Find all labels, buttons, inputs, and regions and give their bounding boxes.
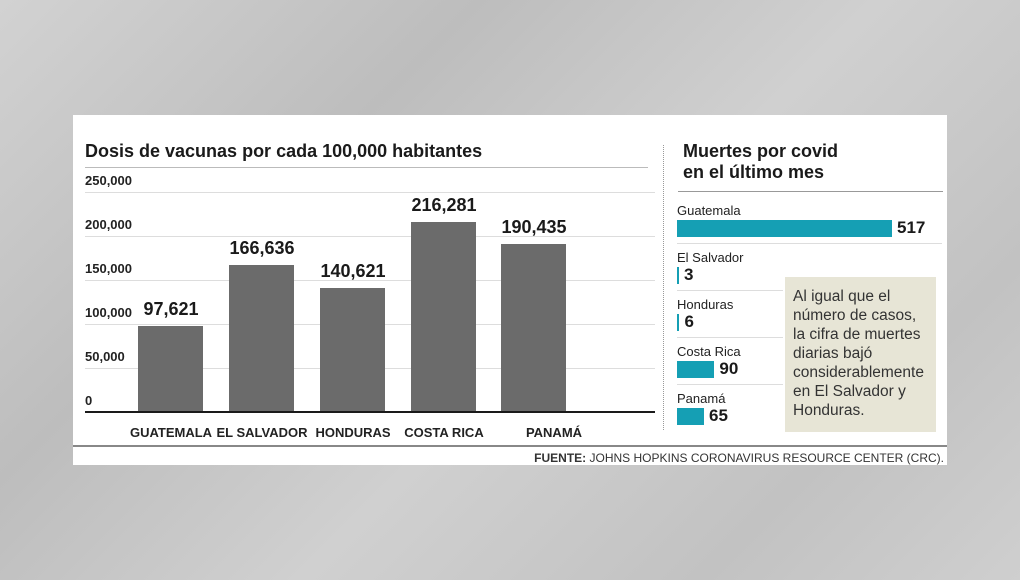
death-bar-4 — [677, 408, 705, 425]
category-label: GUATEMALA — [129, 425, 213, 440]
row-separator — [677, 337, 783, 338]
row-separator — [677, 384, 783, 385]
deaths-chart-title: Muertes por covid en el último mes — [683, 141, 838, 183]
gridline — [85, 192, 655, 193]
value-label: 97,621 — [143, 299, 199, 320]
death-value: 90 — [719, 359, 739, 378]
bar-1 — [229, 265, 294, 412]
footer-rule — [73, 445, 947, 447]
source-text: JOHNS HOPKINS CORONAVIRUS RESOURCE CENTE… — [589, 451, 944, 465]
row-label: Costa Rica — [677, 344, 741, 359]
bar-2 — [320, 288, 385, 412]
row-separator — [677, 290, 783, 291]
y-tick-label: 250,000 — [85, 173, 132, 188]
title-line-1: Muertes por covid — [683, 141, 839, 161]
death-bar-3 — [677, 361, 715, 378]
divider — [663, 145, 664, 430]
bar-3 — [411, 221, 476, 412]
y-tick-label: 0 — [85, 393, 93, 408]
note-box: Al igual que el número de casos, la cifr… — [785, 277, 936, 432]
death-bar-1 — [677, 267, 679, 284]
bar-4 — [501, 244, 566, 412]
title-line-2: en el último mes — [683, 162, 825, 182]
category-label: PANAMÁ — [525, 425, 583, 440]
death-value: 6 — [684, 312, 694, 331]
row-label: Panamá — [677, 391, 726, 406]
y-tick-label: 150,000 — [85, 261, 132, 276]
category-label: COSTA RICA — [404, 425, 484, 440]
y-tick-label: 100,000 — [85, 305, 132, 320]
gridline — [85, 236, 655, 237]
value-label: 140,621 — [320, 261, 386, 282]
x-axis — [85, 411, 655, 413]
death-value: 517 — [897, 218, 926, 237]
row-label: Honduras — [677, 297, 734, 312]
row-separator — [677, 243, 942, 244]
value-label: 166,636 — [229, 238, 295, 259]
value-label: 190,435 — [501, 217, 567, 238]
death-value: 65 — [709, 406, 728, 425]
death-bar-0 — [677, 220, 892, 237]
category-label: EL SALVADOR — [216, 425, 308, 440]
row-label: El Salvador — [677, 250, 744, 265]
bar-0 — [138, 326, 203, 412]
title-rule — [85, 167, 648, 168]
row-label: Guatemala — [677, 203, 741, 218]
category-label: HONDURAS — [315, 425, 391, 440]
y-tick-label: 200,000 — [85, 217, 132, 232]
title-rule — [678, 191, 943, 192]
infographic-panel: Dosis de vacunas por cada 100,000 habita… — [73, 115, 947, 465]
gridline — [85, 280, 655, 281]
value-label: 216,281 — [411, 194, 477, 215]
death-value: 3 — [684, 265, 694, 284]
y-tick-label: 50,000 — [85, 349, 125, 364]
death-bar-2 — [677, 314, 680, 331]
vaccine-chart-title: Dosis de vacunas por cada 100,000 habita… — [85, 141, 483, 161]
source-label: FUENTE: — [534, 451, 587, 465]
source-line: FUENTE: JOHNS HOPKINS CORONAVIRUS RESOUR… — [534, 451, 944, 465]
